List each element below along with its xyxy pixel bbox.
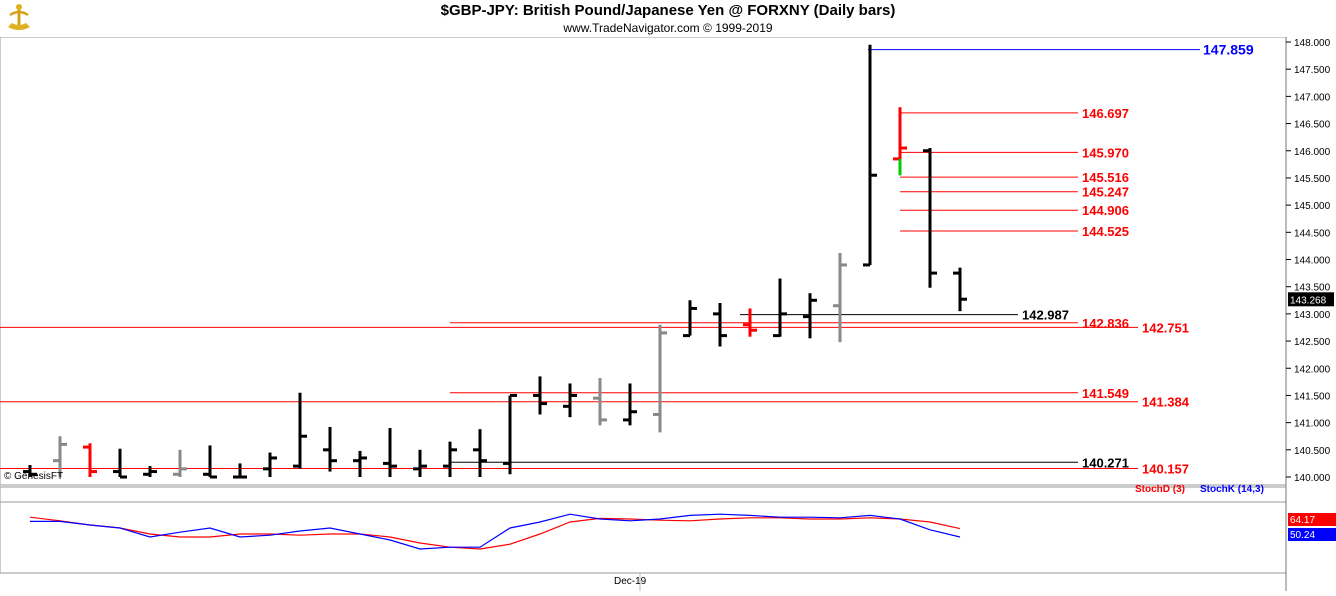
stochd-last-box [1288,513,1336,526]
ohlc-bar [443,441,457,477]
ohlc-bar [353,450,367,477]
ohlc-bar [233,463,247,479]
ohlc-bar [143,466,157,477]
ohlc-bar [323,426,337,472]
ohlc-bar [623,383,637,426]
level-label: 145.516 [1082,170,1129,185]
level-label: 144.525 [1082,224,1129,239]
ohlc-bar [653,324,667,433]
y-tick-label: 140.500 [1294,446,1331,457]
level-label: 142.987 [1022,308,1069,323]
y-tick-label: 147.000 [1294,92,1331,103]
ohlc-bar [533,376,547,415]
ohlc-bar [503,393,517,475]
level-label: 141.549 [1082,386,1129,401]
y-tick-label: 142.500 [1294,337,1331,348]
level-label: 142.836 [1082,316,1129,331]
level-label: 145.247 [1082,185,1129,200]
ohlc-bar [263,452,277,477]
ohlc-bar [203,445,217,479]
y-tick-label: 146.000 [1294,147,1331,158]
y-tick-label: 147.500 [1294,65,1331,76]
ohlc-bar [383,428,397,477]
chart-frame: 147.859 146.697 145.970 145.516 145.247 144.9… [0,36,1336,591]
stochk-last-value: 50.24 [1290,530,1315,541]
stochk-line [30,513,961,550]
ohlc-bar [563,383,577,418]
ohlc-bar [953,267,967,312]
ohlc-bar [773,278,787,338]
x-axis-label: Dec-19 [614,576,647,587]
y-tick-label: 144.000 [1294,256,1331,267]
stochd-line [29,516,961,550]
ohlc-bar [743,308,757,337]
watermark: © GenesisFT [4,471,63,482]
y-tick-label: 141.000 [1294,419,1331,430]
level-label: 146.697 [1082,106,1129,121]
level-label: 145.970 [1082,145,1129,160]
ohlc-bar [863,44,877,267]
stochd-legend: StochD (3) [1135,484,1185,495]
y-tick-label: 143.500 [1294,283,1331,294]
y-tick-label: 148.000 [1294,38,1331,49]
last-price-box [1288,292,1334,307]
chart-subtitle: www.TradeNavigator.com © 1999-2019 [563,21,773,35]
y-tick-label: 146.500 [1294,120,1331,131]
y-tick-label: 145.000 [1294,201,1331,212]
ohlc-bar [893,107,907,176]
y-tick-label: 141.500 [1294,391,1331,402]
indicator-panel [0,486,1287,574]
ohlc-bar [23,465,37,477]
ohlc-bar [293,392,307,469]
ohlc-bar [593,378,607,426]
ohlc-bar [713,303,727,347]
ohlc-bar [923,148,937,288]
last-price-label: 143.268 [1290,295,1327,306]
level-label: 144.906 [1082,203,1129,218]
ohlc-bar [683,300,697,338]
stochk-legend: StochK (14,3) [1200,484,1264,495]
ohlc-bar [83,443,97,477]
ohlc-bar [113,448,127,479]
ohlc-bar [803,293,817,339]
y-tick-label: 143.000 [1294,310,1331,321]
ohlc-bar [173,449,187,477]
y-tick-label: 142.000 [1294,364,1331,375]
level-label: 140.157 [1142,461,1189,476]
y-tick-label: 144.500 [1294,228,1331,239]
ohlc-bar [53,436,67,477]
ohlc-bar [413,449,427,477]
level-label: 147.859 [1203,42,1254,58]
price-panel [0,36,1287,486]
y-tick-label: 145.500 [1294,174,1331,185]
y-tick-label: 140.000 [1294,473,1331,484]
level-label: 142.751 [1142,320,1189,335]
chart-title: $GBP-JPY: British Pound/Japanese Yen @ F… [440,2,896,19]
level-label: 141.384 [1142,395,1190,410]
stochk-last-box [1288,528,1336,541]
stochd-last-value: 64.17 [1290,515,1315,526]
ohlc-bar [833,252,847,343]
level-label: 140.271 [1082,455,1129,470]
trade-navigator-logo-icon [4,3,34,33]
ohlc-bar [473,429,487,477]
